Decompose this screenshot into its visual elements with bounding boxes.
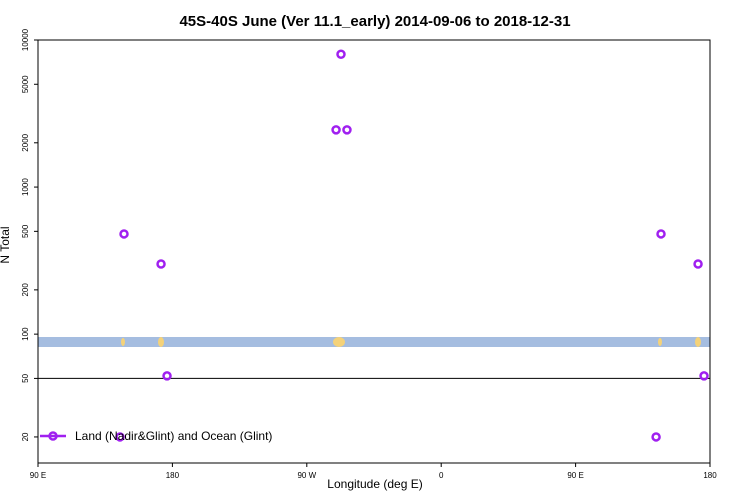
point [693, 259, 703, 269]
x-tick-label: 180 [703, 471, 717, 480]
y-tick-label: 100 [21, 327, 30, 341]
y-tick-label: 10000 [21, 28, 30, 51]
x-tick-label: 0 [439, 471, 444, 480]
x-tick-label: 90 E [30, 471, 46, 480]
legend-marker [48, 431, 58, 441]
x-tick-label: 90 E [567, 471, 583, 480]
y-tick-label: 2000 [21, 133, 30, 151]
point [115, 432, 125, 442]
point [699, 371, 709, 381]
legend-label: Land (Nadir&Glint) and Ocean (Glint) [75, 429, 272, 443]
y-tick-label: 50 [21, 373, 30, 382]
point [656, 229, 666, 239]
point [119, 229, 129, 239]
chart-title: 45S-40S June (Ver 11.1_early) 2014-09-06… [179, 13, 570, 30]
map-strip [38, 337, 710, 347]
x-axis-label: Longitude (deg E) [327, 477, 422, 491]
y-tick-label: 500 [21, 224, 30, 238]
y-tick-label: 200 [21, 283, 30, 297]
x-tick-label: 180 [166, 471, 180, 480]
point [331, 125, 341, 135]
point [342, 125, 352, 135]
y-tick-label: 1000 [21, 178, 30, 196]
y-tick-label: 5000 [21, 75, 30, 93]
point [336, 49, 346, 60]
x-tick-label: 90 W [297, 471, 316, 480]
y-axis-label: N Total [0, 226, 12, 263]
point [651, 432, 661, 442]
point [156, 259, 166, 269]
point [162, 371, 172, 381]
y-tick-label: 20 [21, 432, 30, 441]
plot-frame [37, 39, 711, 464]
